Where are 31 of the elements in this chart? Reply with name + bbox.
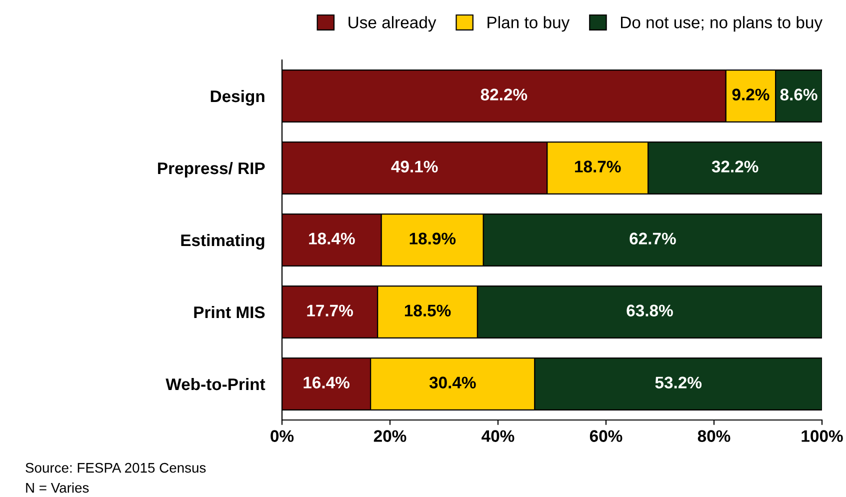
source-note: Source: FESPA 2015 Census [26, 462, 206, 473]
data-label: 18.7% [575, 160, 621, 172]
data-label: 62.7% [630, 232, 676, 244]
x-tick-label: 100% [802, 430, 843, 442]
y-tick-label: Estimating [181, 234, 264, 250]
data-label: 16.4% [304, 376, 350, 388]
data-label: 32.2% [712, 160, 758, 172]
y-tick-label: Web-to-Print [166, 378, 266, 390]
data-label: 49.1% [391, 160, 438, 172]
legend-label: Do not use; no plans to buy [621, 16, 823, 32]
x-tick-label: 0% [270, 430, 294, 442]
x-tick-label: 20% [374, 430, 406, 442]
data-label: 63.8% [626, 304, 673, 316]
x-tick-label: 60% [590, 430, 622, 442]
legend-label: Plan to buy [488, 16, 570, 32]
text: N = Varies [26, 482, 89, 493]
y-tick-label: Print MIS [194, 306, 265, 318]
y-tick-label: Design [210, 90, 264, 106]
x-tick-label: 40% [482, 430, 514, 442]
data-label: 8.6% [780, 88, 818, 100]
data-label: 30.4% [429, 376, 476, 388]
data-label: 18.9% [410, 232, 456, 244]
data-label: 17.7% [307, 304, 353, 316]
y-tick-label: Prepress/ RIP [158, 162, 265, 178]
data-label: 9.2% [732, 88, 770, 100]
data-label: 18.5% [404, 304, 451, 316]
data-label: 18.4% [309, 232, 355, 244]
legend-label: Use already [348, 16, 436, 32]
data-label: 82.2% [480, 88, 528, 100]
data-label: 53.2% [655, 376, 702, 388]
x-tick-label: 80% [698, 430, 730, 442]
